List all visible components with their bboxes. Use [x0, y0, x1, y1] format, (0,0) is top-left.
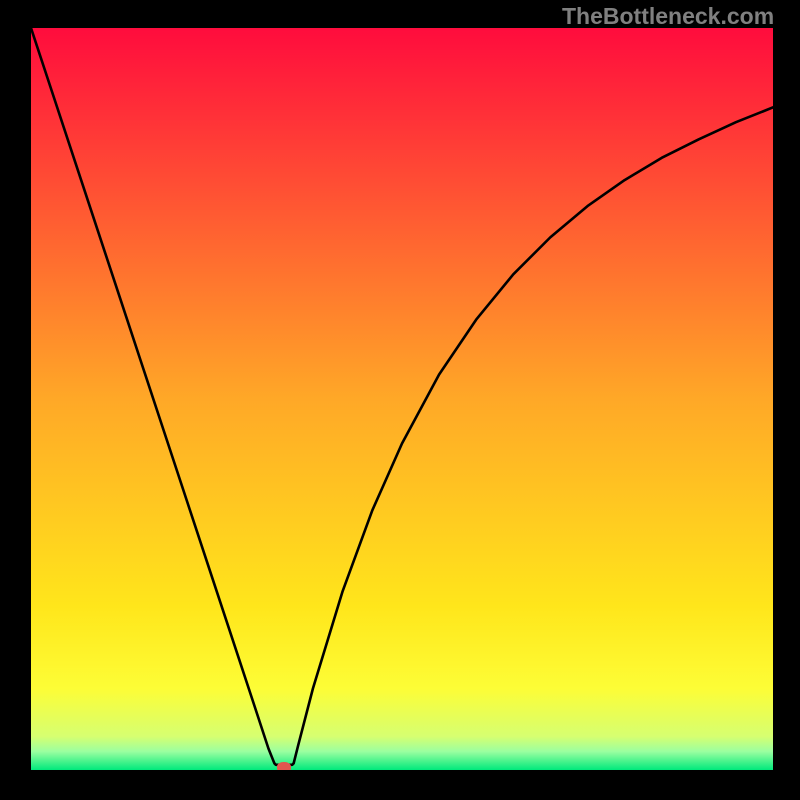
watermark-text: TheBottleneck.com — [562, 3, 774, 30]
plot-area — [31, 28, 773, 770]
optimal-marker — [277, 762, 291, 770]
canvas: TheBottleneck.com — [0, 0, 800, 800]
bottleneck-curve — [31, 28, 773, 770]
curve-path — [31, 28, 773, 765]
